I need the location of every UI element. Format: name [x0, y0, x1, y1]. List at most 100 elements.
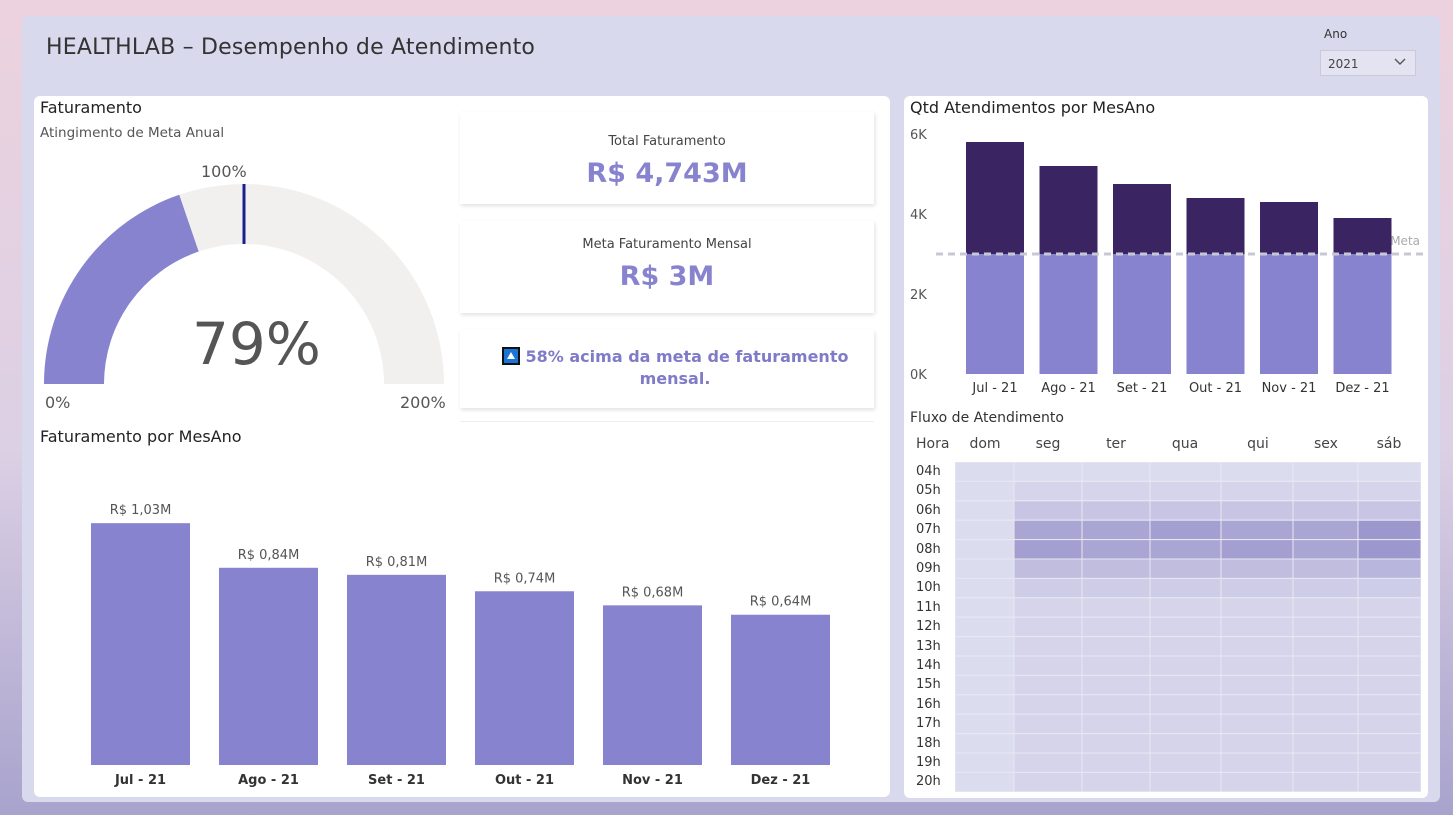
heatmap-cell[interactable] [1081, 771, 1151, 792]
heatmap-cell[interactable] [1081, 462, 1151, 482]
faturamento-bar[interactable] [91, 523, 190, 765]
atendimentos-bar-below-meta[interactable] [1260, 254, 1318, 374]
heatmap-cell[interactable] [1220, 733, 1294, 754]
heatmap-cell[interactable] [1149, 462, 1222, 482]
heatmap-cell[interactable] [1013, 655, 1083, 676]
heatmap-cell[interactable] [1013, 480, 1083, 502]
heatmap-cell[interactable] [1292, 713, 1359, 735]
atendimentos-bar-above-meta[interactable] [1113, 184, 1171, 254]
heatmap-cell[interactable] [1013, 519, 1083, 541]
heatmap-cell[interactable] [1081, 674, 1151, 696]
year-slicer-dropdown[interactable]: 2021 [1320, 50, 1416, 76]
heatmap-cell[interactable] [1292, 539, 1359, 560]
heatmap-cell[interactable] [1149, 616, 1222, 638]
heatmap-cell[interactable] [1357, 636, 1421, 657]
heatmap-cell[interactable] [1149, 771, 1222, 792]
meta-gauge[interactable] [34, 160, 454, 400]
heatmap-cell[interactable] [1220, 597, 1294, 618]
heatmap-cell[interactable] [1220, 694, 1294, 715]
heatmap-cell[interactable] [1220, 462, 1294, 482]
heatmap-cell[interactable] [1220, 636, 1294, 657]
heatmap-cell[interactable] [1149, 655, 1222, 676]
heatmap-cell[interactable] [1149, 733, 1222, 754]
atendimentos-bar-above-meta[interactable] [1039, 166, 1098, 254]
heatmap-cell[interactable] [1013, 616, 1083, 638]
atendimentos-bar-above-meta[interactable] [1333, 218, 1392, 254]
heatmap-cell[interactable] [1013, 597, 1083, 618]
heatmap-cell[interactable] [1220, 480, 1294, 502]
heatmap-cell[interactable] [1013, 558, 1083, 579]
heatmap-cell[interactable] [1357, 713, 1421, 735]
heatmap-cell[interactable] [1149, 539, 1222, 560]
heatmap-cell[interactable] [1357, 480, 1421, 502]
heatmap-cell[interactable] [1357, 500, 1421, 521]
heatmap-cell[interactable] [1149, 558, 1222, 579]
heatmap-cell[interactable] [1357, 577, 1421, 599]
heatmap-cell[interactable] [1220, 558, 1294, 579]
heatmap-cell[interactable] [1149, 713, 1222, 735]
heatmap-cell[interactable] [1220, 577, 1294, 599]
heatmap-cell[interactable] [1013, 771, 1083, 792]
heatmap-cell[interactable] [1081, 539, 1151, 560]
heatmap-cell[interactable] [1357, 616, 1421, 638]
heatmap-cell[interactable] [955, 752, 1015, 773]
heatmap-cell[interactable] [1013, 539, 1083, 560]
heatmap-cell[interactable] [1292, 558, 1359, 579]
heatmap-cell[interactable] [955, 539, 1015, 560]
heatmap-cell[interactable] [1081, 694, 1151, 715]
heatmap-cell[interactable] [1081, 558, 1151, 579]
heatmap-cell[interactable] [1357, 733, 1421, 754]
heatmap-cell[interactable] [1357, 462, 1421, 482]
heatmap-cell[interactable] [1081, 500, 1151, 521]
heatmap-cell[interactable] [1357, 694, 1421, 715]
heatmap-cell[interactable] [955, 733, 1015, 754]
heatmap-cell[interactable] [1292, 694, 1359, 715]
heatmap-cell[interactable] [1357, 655, 1421, 676]
heatmap-cell[interactable] [1292, 519, 1359, 541]
heatmap-cell[interactable] [1013, 713, 1083, 735]
kpi-card[interactable]: 58% acima da meta de faturamento mensal. [460, 330, 874, 408]
heatmap-cell[interactable] [955, 500, 1015, 521]
heatmap-cell[interactable] [1292, 597, 1359, 618]
heatmap-cell[interactable] [1013, 462, 1083, 482]
atendimentos-bar-below-meta[interactable] [1113, 254, 1171, 374]
atendimentos-bar-above-meta[interactable] [1260, 202, 1318, 254]
heatmap-cell[interactable] [1149, 480, 1222, 502]
heatmap-cell[interactable] [1081, 733, 1151, 754]
fluxo-heatmap[interactable] [955, 462, 1421, 792]
meta-faturamento-card[interactable]: Meta Faturamento Mensal R$ 3M [460, 221, 874, 313]
heatmap-cell[interactable] [1149, 636, 1222, 657]
heatmap-cell[interactable] [1357, 519, 1421, 541]
heatmap-cell[interactable] [1149, 674, 1222, 696]
heatmap-cell[interactable] [1013, 733, 1083, 754]
atendimentos-bar-above-meta[interactable] [1186, 198, 1245, 254]
heatmap-cell[interactable] [955, 771, 1015, 792]
heatmap-cell[interactable] [1220, 539, 1294, 560]
heatmap-cell[interactable] [1292, 616, 1359, 638]
atendimentos-bar-below-meta[interactable] [966, 254, 1024, 374]
total-faturamento-card[interactable]: Total Faturamento R$ 4,743M [460, 112, 874, 204]
heatmap-cell[interactable] [1220, 771, 1294, 792]
heatmap-cell[interactable] [1013, 752, 1083, 773]
heatmap-cell[interactable] [955, 519, 1015, 541]
heatmap-cell[interactable] [1149, 577, 1222, 599]
heatmap-cell[interactable] [1292, 577, 1359, 599]
heatmap-cell[interactable] [1292, 500, 1359, 521]
heatmap-cell[interactable] [1220, 616, 1294, 638]
heatmap-cell[interactable] [955, 577, 1015, 599]
heatmap-cell[interactable] [1220, 713, 1294, 735]
heatmap-cell[interactable] [1081, 597, 1151, 618]
heatmap-cell[interactable] [1220, 655, 1294, 676]
heatmap-cell[interactable] [955, 694, 1015, 715]
heatmap-cell[interactable] [1292, 480, 1359, 502]
heatmap-cell[interactable] [1081, 655, 1151, 676]
heatmap-cell[interactable] [1081, 480, 1151, 502]
heatmap-cell[interactable] [955, 636, 1015, 657]
heatmap-cell[interactable] [955, 558, 1015, 579]
heatmap-cell[interactable] [955, 462, 1015, 482]
heatmap-cell[interactable] [1292, 733, 1359, 754]
atendimentos-bar-below-meta[interactable] [1039, 254, 1098, 374]
heatmap-cell[interactable] [1081, 752, 1151, 773]
faturamento-bar[interactable] [475, 591, 574, 765]
faturamento-bar[interactable] [603, 605, 702, 765]
